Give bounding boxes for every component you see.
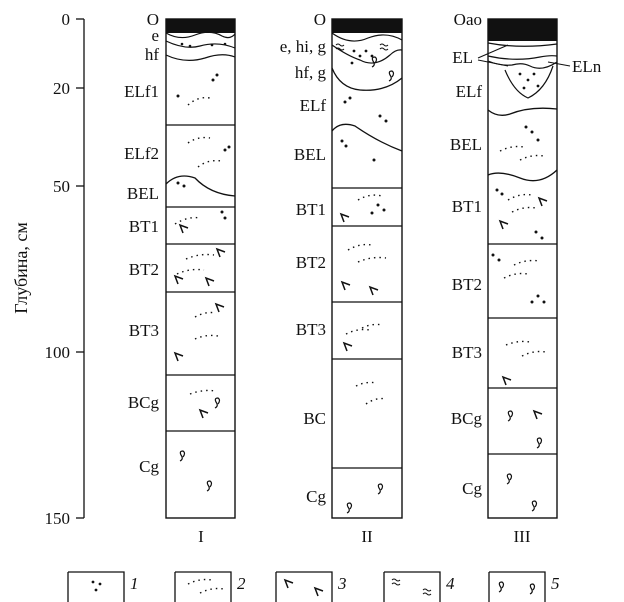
horizon-label: hf, g	[295, 63, 327, 82]
el-leader-line	[477, 44, 509, 59]
horizon-label: BT1	[452, 197, 482, 216]
horizon-label: e, hi, g	[280, 37, 327, 56]
tick-label-0: 0	[62, 10, 71, 29]
eln-leader-line	[547, 61, 571, 67]
horizon-label: BEL	[450, 135, 482, 154]
horizon-label: BT3	[296, 320, 326, 339]
horizon-label: BT2	[296, 253, 326, 272]
horizon-label: Cg	[139, 457, 159, 476]
legend-label: 3	[337, 574, 347, 593]
profile-label-III: III	[514, 527, 531, 546]
horizon-label: O	[147, 10, 159, 29]
horizon-label: ELf1	[124, 82, 159, 101]
horizon-label: BEL	[294, 145, 326, 164]
legend-item-dots: 1	[67, 571, 139, 602]
horizon-labels-II: O e, hi, g hf, g ELf BEL BT1 BT2 BT3 BC …	[280, 10, 327, 506]
horizon-label: BT1	[296, 200, 326, 219]
horizon-label: BCg	[128, 393, 160, 412]
horizon-label: BCg	[451, 409, 483, 428]
horizon-label: ELf	[300, 96, 327, 115]
legend-label: 2	[237, 574, 246, 593]
horizon-label: BT1	[129, 217, 159, 236]
horizon-label: ELf2	[124, 144, 159, 163]
horizon-label: BT3	[129, 321, 159, 340]
tick-label-50: 50	[53, 177, 70, 196]
horizon-label: BEL	[127, 184, 159, 203]
horizon-label: Oao	[454, 10, 482, 29]
horizon-Oao-fill	[488, 19, 557, 41]
profile-column-III	[477, 18, 571, 519]
legend-item-checkmarks: 3	[275, 571, 347, 602]
legend-label: 5	[551, 574, 560, 593]
horizon-label: ELf	[456, 82, 483, 101]
profile-label-I: I	[198, 527, 204, 546]
horizon-O-fill	[166, 19, 235, 33]
horizon-label: BT2	[452, 275, 482, 294]
profile-label-II: II	[361, 527, 373, 546]
depth-axis-label: Глубина, см	[11, 222, 31, 314]
legend-item-squiggles: 5	[488, 571, 560, 602]
legend-label: 1	[130, 574, 139, 593]
profile-column-II	[331, 18, 403, 519]
legend-label: 4	[446, 574, 455, 593]
legend-item-waves: 4	[383, 571, 455, 602]
horizon-labels-III: Oao EL ELn ELf BEL BT1 BT2 BT3 BCg Cg	[450, 10, 602, 498]
horizon-label: BT3	[452, 343, 482, 362]
horizon-label: hf	[145, 45, 160, 64]
depth-axis: 0 20 50 100 150 Глубина, см	[11, 10, 85, 528]
tick-label-150: 150	[45, 509, 71, 528]
horizon-labels-I: O e hf ELf1 ELf2 BEL BT1 BT2 BT3 BCg Cg	[124, 10, 159, 476]
tick-label-100: 100	[45, 343, 71, 362]
horizon-label: BT2	[129, 260, 159, 279]
legend: 1 2 3 4 5	[67, 571, 560, 602]
horizon-label: e	[151, 26, 159, 45]
horizon-O-fill-II	[332, 19, 402, 33]
horizon-label: ELn	[572, 57, 602, 76]
profile-column-I	[165, 18, 236, 519]
horizon-label: Cg	[306, 487, 326, 506]
horizon-label: BC	[303, 409, 326, 428]
tick-label-20: 20	[53, 79, 70, 98]
horizon-label: O	[314, 10, 326, 29]
horizon-label: Cg	[462, 479, 482, 498]
horizon-label: EL	[452, 48, 473, 67]
legend-item-dotted-arcs: 2	[174, 571, 246, 602]
